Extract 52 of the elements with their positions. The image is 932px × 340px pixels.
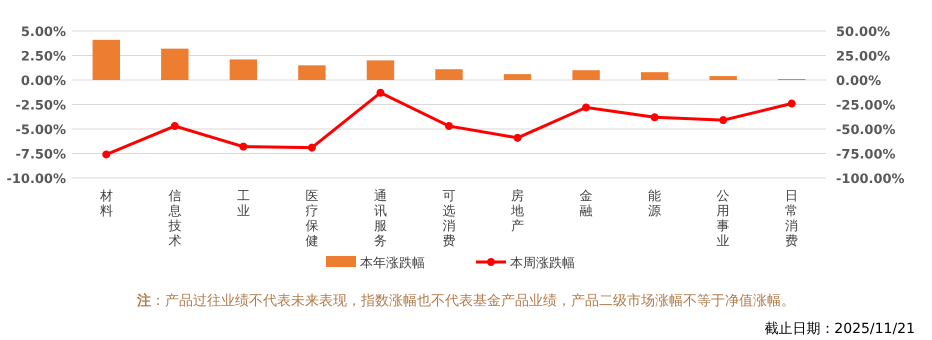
y-tick-label: -5.00% [16, 123, 66, 138]
y2-tick-label: -25.00% [836, 98, 896, 114]
x-tick-label: 房地产 [510, 188, 524, 234]
legend-本年涨跌幅: 本年涨跌幅 [326, 256, 425, 271]
point [308, 144, 316, 152]
point [582, 103, 590, 112]
legend-本周涨跌幅: 本周涨跌幅 [476, 256, 575, 271]
x-tick-label: 日常消费 [785, 189, 798, 249]
x-tick-label: 金融 [580, 189, 593, 219]
x-tick-label: 工业 [236, 189, 250, 219]
point [445, 122, 453, 130]
x-tick-label: 公用事业 [716, 189, 730, 249]
y2-tick-label: -75.00% [836, 148, 896, 162]
bar [230, 59, 258, 80]
point [788, 100, 796, 108]
point [719, 116, 728, 124]
bar [709, 76, 737, 80]
x-tick-label: 可选消费 [442, 189, 456, 249]
y-tick-label: 0.00% [20, 74, 66, 89]
bar [504, 74, 532, 80]
bar [161, 48, 189, 80]
x-tick-label: 能源 [648, 189, 662, 219]
legend-label: 本年涨跌幅 [360, 256, 425, 271]
y-tick-label: -2.50% [16, 98, 66, 114]
y2-tick-label: 0.00% [836, 74, 882, 89]
y2-tick-label: 25.00% [836, 50, 890, 64]
x-tick-label: 材料 [98, 189, 113, 219]
y-tick-label: 5.00% [20, 25, 66, 40]
y2-tick-label: 50.00% [836, 25, 890, 40]
bar [572, 70, 600, 80]
y-tick-label: -10.00% [6, 172, 66, 187]
x-tick-label: 医疗保健 [305, 189, 318, 249]
bar [366, 60, 394, 80]
point [650, 113, 659, 122]
bar [640, 72, 668, 80]
y-tick-label: 2.50% [20, 50, 66, 64]
y2-tick-label: -100.00% [836, 172, 905, 187]
x-tick-label: 通讯服务 [374, 189, 387, 249]
text: 截止日期：2025/11/21 [764, 321, 915, 337]
y2-tick-label: -50.00% [836, 123, 896, 138]
legend-label: 本周涨跌幅 [510, 256, 575, 271]
point [376, 88, 384, 97]
y-tick-label: -7.50% [16, 148, 66, 162]
point [239, 142, 248, 151]
text: 注：产品过往业绩不代表未来表现，指数涨幅也不代表基金产品业绩，产品二级市场涨幅不等于净值涨幅。 [136, 292, 795, 309]
x-tick-label: 信息技术 [167, 189, 182, 249]
bar [92, 40, 120, 80]
bar [298, 65, 326, 80]
point [102, 150, 110, 158]
point [514, 134, 522, 142]
point [170, 122, 179, 130]
bar [435, 69, 463, 80]
